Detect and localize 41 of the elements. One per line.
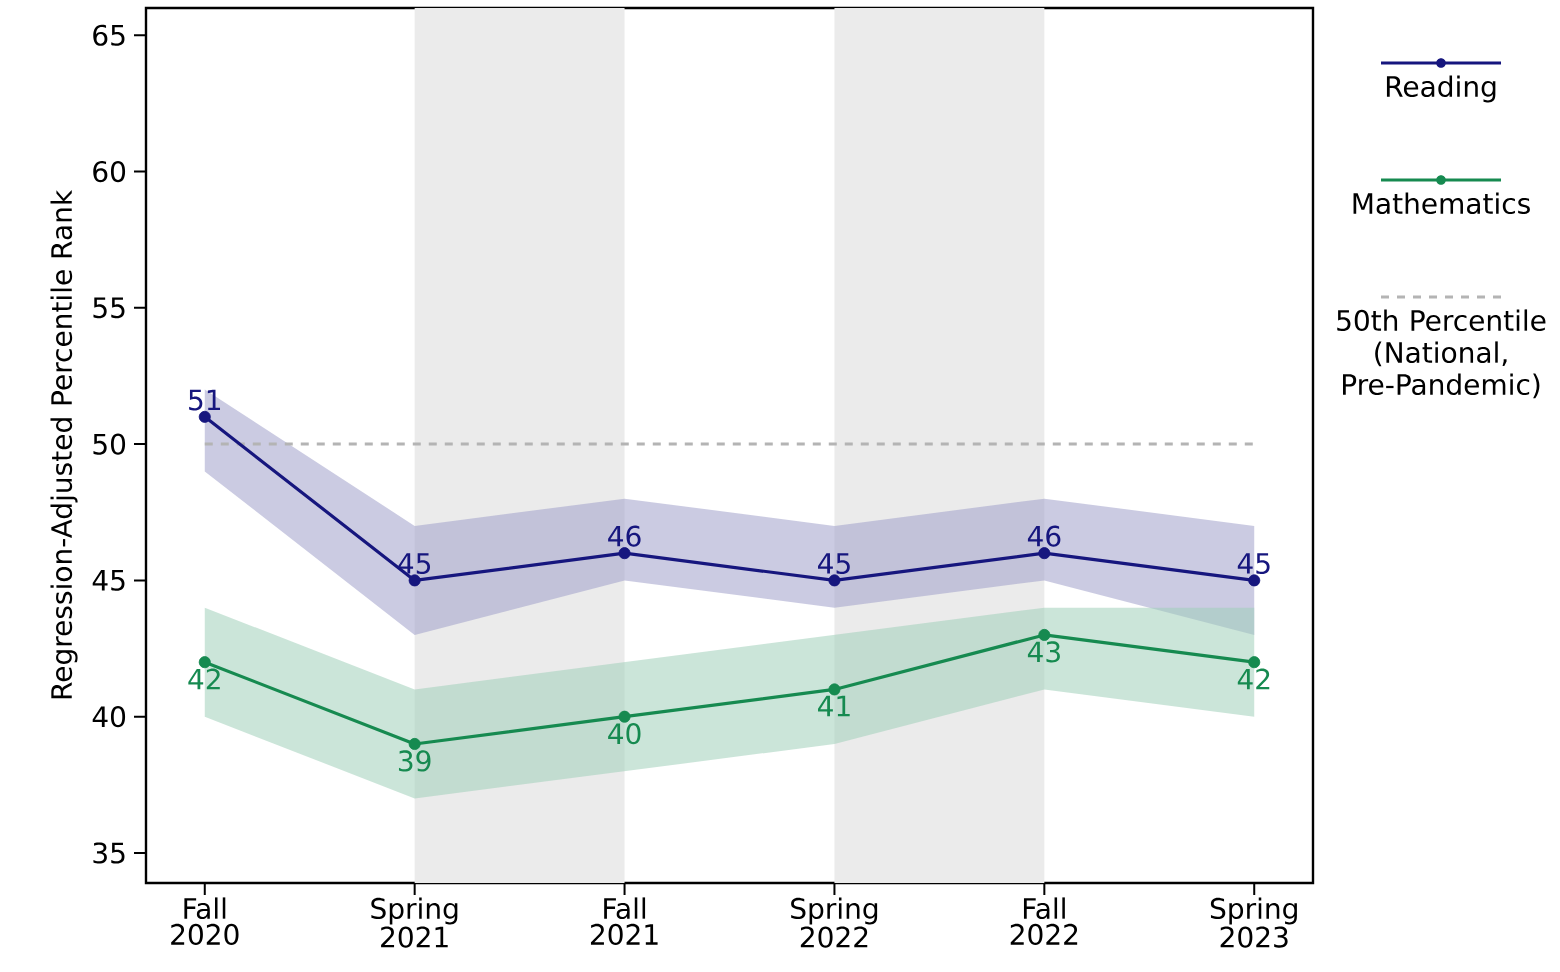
- data-label: 43: [1027, 641, 1060, 663]
- y-tick-label: 45: [92, 570, 125, 591]
- x-tick-label: Spring 2023: [1210, 897, 1297, 948]
- x-tick-label: Fall 2020: [171, 897, 239, 946]
- point: [198, 410, 211, 423]
- y-axis-title: Regression-Adjusted Percentile Rank: [50, 189, 78, 699]
- y-tick-label: 40: [92, 706, 126, 728]
- y-tick-label: 50: [93, 433, 126, 455]
- legend-label: 50th Percentile (National, Pre-Pandemic): [1337, 309, 1546, 399]
- data-label: 46: [1027, 525, 1061, 547]
- point: [408, 737, 421, 750]
- x-tick-label: Fall 2022: [1010, 897, 1078, 946]
- data-label: 41: [818, 695, 850, 717]
- x-tick-label: Fall 2021: [590, 897, 658, 946]
- data-label: 45: [398, 553, 431, 575]
- point: [408, 574, 421, 587]
- y-tick-label: 55: [93, 297, 125, 319]
- point: [1248, 656, 1261, 669]
- point: [828, 683, 841, 696]
- data-label: 42: [1237, 668, 1270, 690]
- y-tick-label: 65: [93, 24, 125, 46]
- data-label: 51: [189, 389, 221, 411]
- y-tick-label: 35: [93, 842, 125, 864]
- data-label: 40: [608, 723, 641, 745]
- point: [198, 656, 211, 669]
- data-label: 45: [1237, 553, 1270, 575]
- legend-label: Reading: [1386, 75, 1496, 103]
- legend-label: Mathematics: [1353, 192, 1530, 215]
- point: [828, 574, 841, 587]
- y-tick-label: 60: [93, 160, 126, 183]
- data-label: 42: [188, 668, 220, 690]
- data-label: 46: [608, 525, 641, 547]
- point: [1038, 628, 1051, 641]
- x-tick-label: Spring 2022: [791, 897, 878, 948]
- point: [618, 710, 631, 723]
- data-label: 39: [398, 750, 431, 772]
- data-label: 45: [818, 553, 850, 575]
- x-tick-label: Spring 2021: [371, 897, 458, 948]
- point: [1038, 547, 1051, 560]
- point: [618, 547, 631, 560]
- point: [1248, 574, 1261, 587]
